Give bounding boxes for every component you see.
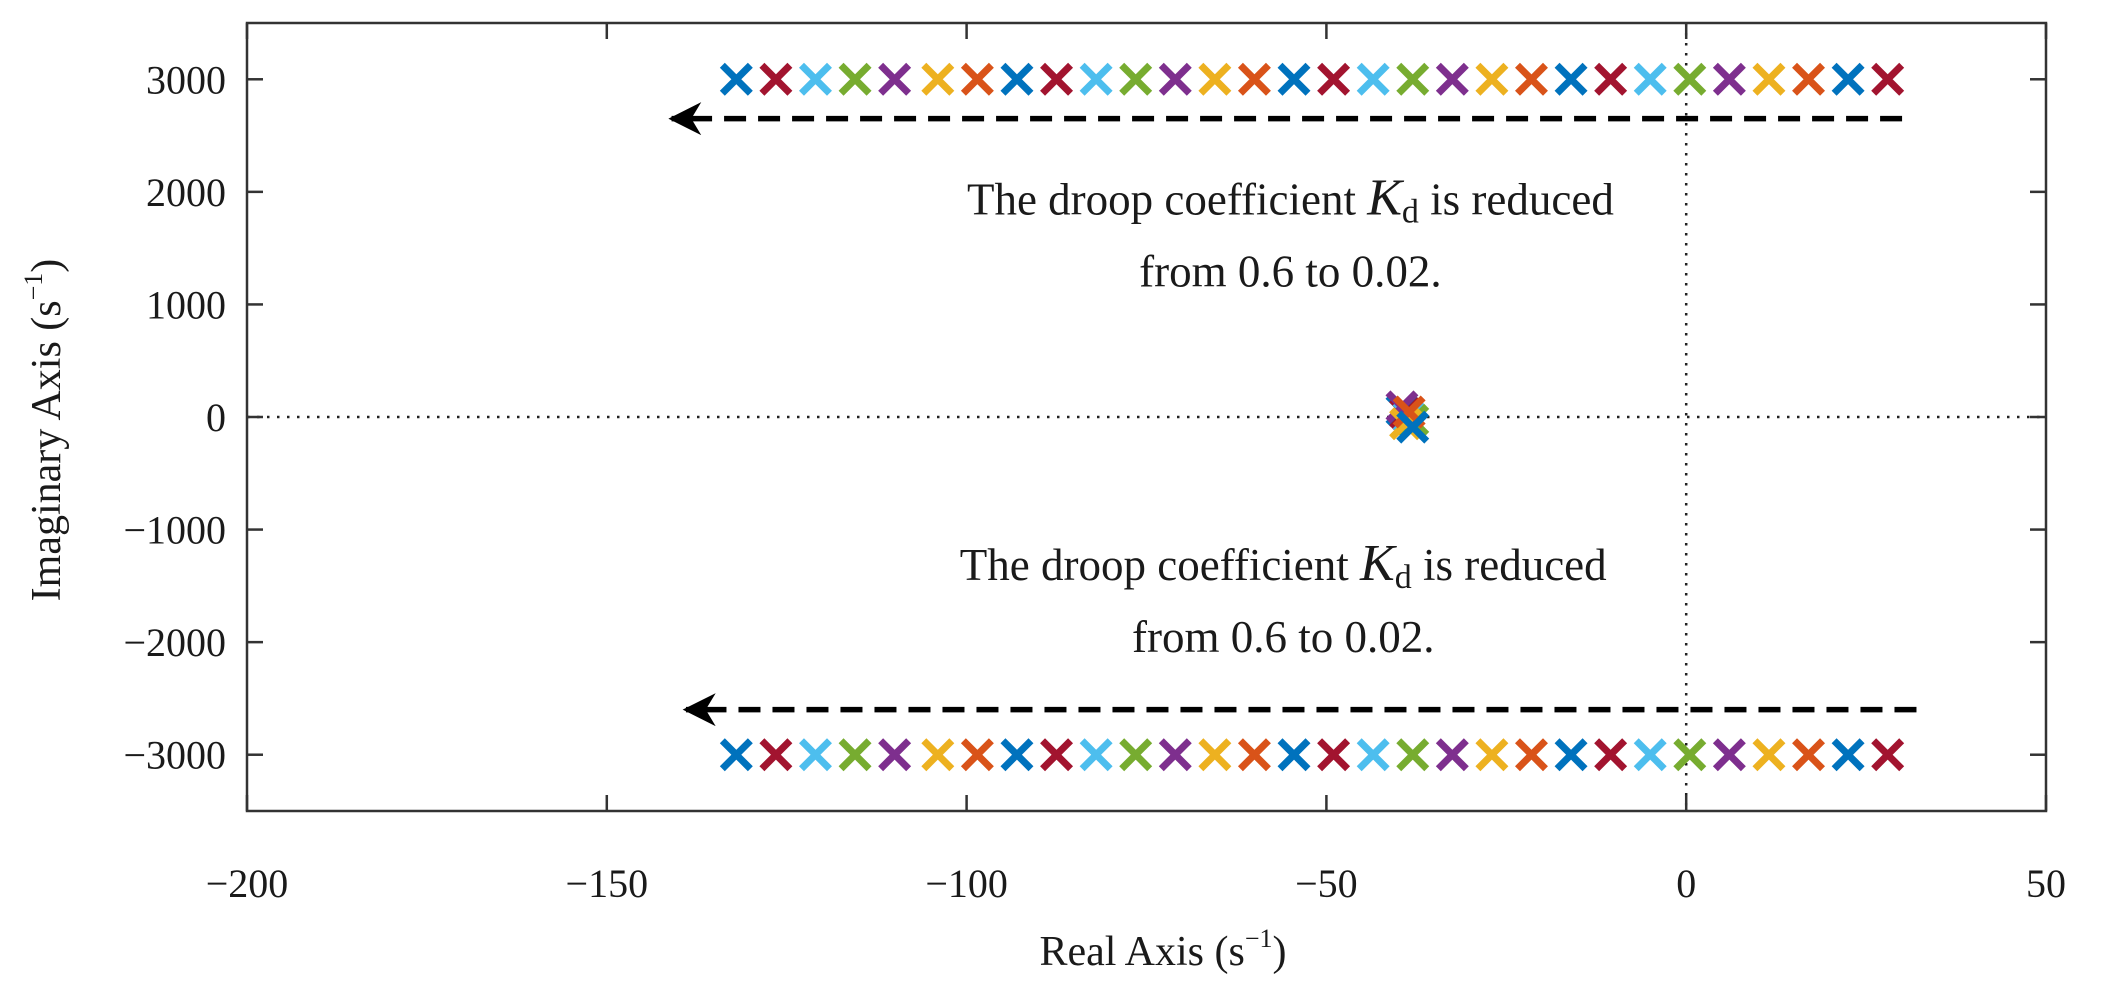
pole-marker [1396,738,1430,772]
pole-marker [1831,738,1865,772]
pole-marker [1079,62,1113,96]
pole-marker [921,738,955,772]
pole-marker [1554,738,1588,772]
pole-marker [799,62,832,96]
pole-marker [1198,738,1232,772]
pole-marker [1317,738,1351,772]
pole-marker [1079,738,1113,772]
pole-marker [878,738,912,772]
pole-marker [1871,738,1905,772]
pole-marker [1119,738,1153,772]
pole-marker [1396,62,1430,96]
pole-marker [1673,738,1707,772]
x-tick-label: −50 [1295,861,1358,906]
y-tick-label: 0 [206,395,226,440]
pole-marker [1198,62,1232,96]
pole-marker [1594,62,1628,96]
y-tick-label: −2000 [123,620,226,665]
pole-marker [1475,62,1509,96]
pole-markers [719,62,1905,772]
pole-marker [838,62,872,96]
pole-marker [1792,738,1826,772]
annotations: The droop coefficient Kd is reduced from … [960,169,1614,662]
direction-arrows [668,102,1917,727]
pole-marker [1435,738,1469,772]
annotation-line-1: The droop coefficient Kd is reduced [960,535,1607,596]
pole-marker [1515,738,1548,772]
pole-marker [1119,62,1153,96]
pole-marker [838,738,872,772]
pole-marker [759,62,793,96]
pole-marker [799,738,832,772]
x-axis-label: Real Axis (s−1) [1040,924,1287,975]
pole-marker [1237,738,1271,772]
pole-marker [1000,738,1034,772]
pole-marker [719,738,753,772]
pole-marker [1712,62,1746,96]
pole-marker [1237,62,1271,96]
y-tick-label: −3000 [123,733,226,778]
pole-marker [1752,738,1786,772]
y-tick-label: 1000 [146,282,226,327]
x-tick-label: −200 [206,861,289,906]
x-tick-label: 50 [2026,861,2066,906]
pole-marker [1515,62,1548,96]
pole-marker [1712,738,1746,772]
x-tick-label: −100 [925,861,1008,906]
annotation-line-1: The droop coefficient Kd is reduced [967,169,1614,230]
axis-ticks [245,23,2048,811]
zero-reference-lines [247,23,2046,811]
pole-marker [1000,62,1034,96]
pole-marker [1277,62,1311,96]
annotation-line-2: from 0.6 to 0.02. [1132,612,1434,662]
pole-marker [921,62,955,96]
pole-marker [1435,62,1469,96]
x-tick-labels: −200 −150 −100 −50 0 50 [206,861,2066,906]
x-tick-label: 0 [1676,861,1696,906]
pole-marker [1831,62,1865,96]
pole-marker [1594,738,1628,772]
pole-marker [960,738,994,772]
pole-marker [1158,62,1192,96]
plot-frame [245,21,2048,813]
pole-marker [1356,62,1390,96]
y-axis-label: Imaginary Axis (s−1) [19,259,70,602]
pole-marker [1317,62,1351,96]
pole-marker [1040,738,1074,772]
y-tick-label: −1000 [123,508,226,553]
pole-marker [1792,62,1826,96]
pole-marker [878,62,912,96]
pole-marker [719,62,753,96]
pole-marker [1871,62,1905,96]
pole-marker [759,738,793,772]
pole-marker [1673,62,1707,96]
pole-marker [1040,62,1074,96]
y-tick-labels: 3000 2000 1000 0 −1000 −2000 −3000 [123,57,226,777]
pole-marker [960,62,994,96]
pole-marker [1356,738,1390,772]
pole-marker [1396,410,1430,444]
pole-marker [1633,738,1667,772]
y-tick-label: 3000 [146,57,226,102]
pole-marker [1554,62,1588,96]
x-tick-label: −150 [566,861,649,906]
y-tick-label: 2000 [146,170,226,215]
pole-marker [1277,738,1311,772]
annotation-line-2: from 0.6 to 0.02. [1139,246,1441,296]
pole-marker [1475,738,1509,772]
pole-marker [1158,738,1192,772]
pole-marker [1752,62,1786,96]
pole-marker [1633,62,1667,96]
